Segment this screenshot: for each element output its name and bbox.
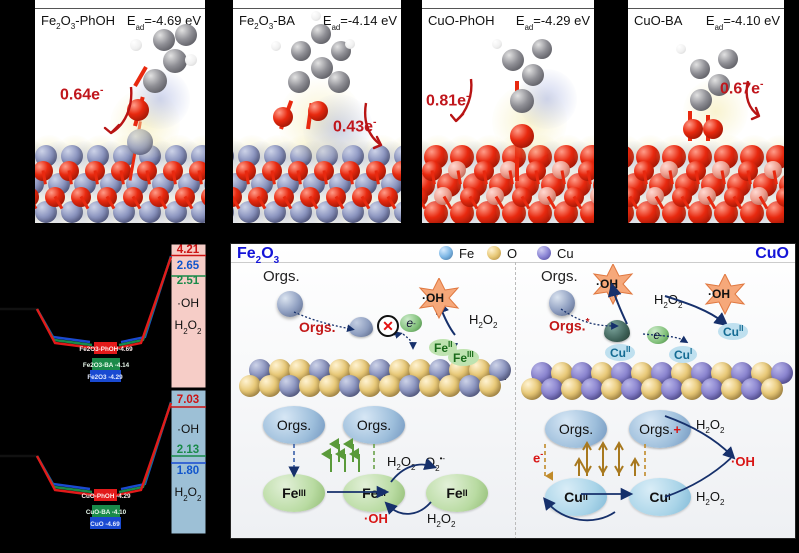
svg-text:·OH: ·OH bbox=[177, 296, 199, 310]
svg-text:1.80: 1.80 bbox=[177, 465, 199, 477]
svg-text:2.13: 2.13 bbox=[177, 444, 199, 456]
svg-text:Fe2O3-PhOH-4.69: Fe2O3-PhOH-4.69 bbox=[79, 346, 133, 353]
svg-text:·OH: ·OH bbox=[177, 422, 199, 436]
svg-text:4.21: 4.21 bbox=[177, 244, 200, 256]
svg-text:CuO-PhOH -4.29: CuO-PhOH -4.29 bbox=[82, 493, 131, 500]
svg-text:CuO-BA -4.10: CuO-BA -4.10 bbox=[86, 509, 127, 516]
svg-text:Fe2O3 -4.29: Fe2O3 -4.29 bbox=[87, 374, 123, 381]
svg-text:2.65: 2.65 bbox=[177, 260, 200, 272]
svg-text:Fe2O3-BA -4.14: Fe2O3-BA -4.14 bbox=[83, 362, 130, 369]
svg-text:CuO -4.69: CuO -4.69 bbox=[90, 521, 120, 528]
svg-text:7.03: 7.03 bbox=[177, 394, 199, 406]
svg-text:2.51: 2.51 bbox=[177, 275, 200, 287]
